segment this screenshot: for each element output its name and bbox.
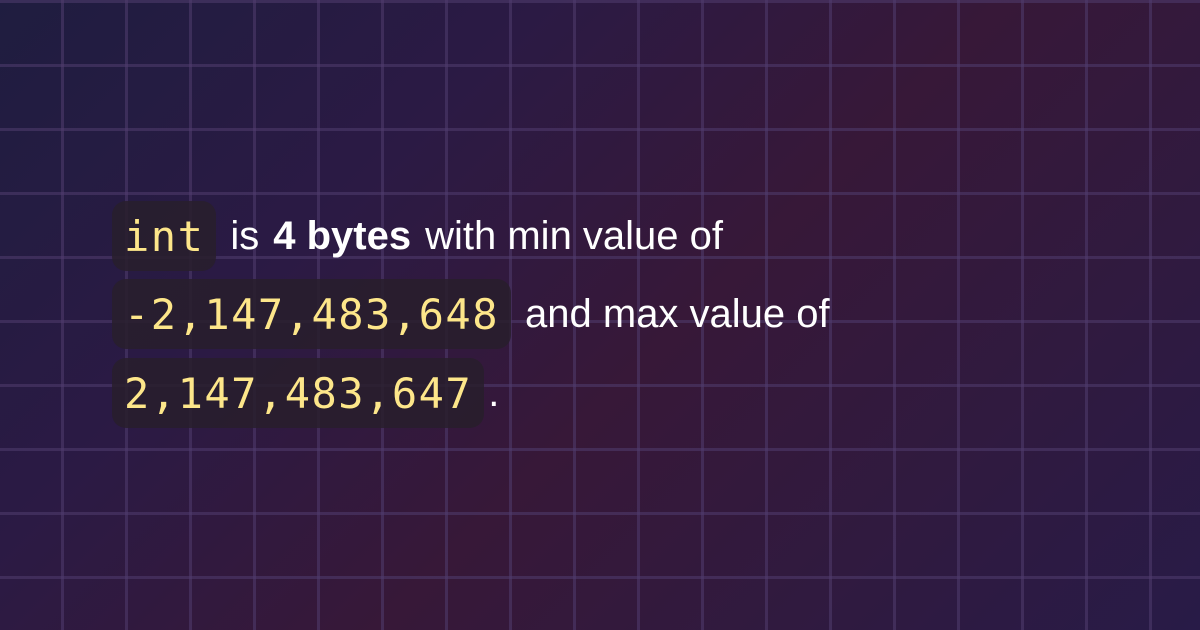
code-max-value: 2,147,483,647 xyxy=(112,358,485,428)
text-period: . xyxy=(488,370,500,415)
text-max-value-of: and max value of xyxy=(525,291,830,336)
text-4-bytes: 4 bytes xyxy=(273,213,412,258)
text-is: is xyxy=(230,213,260,258)
sentence-line-3: 2,147,483,647 . xyxy=(112,357,499,429)
code-int: int xyxy=(112,201,217,271)
sentence-line-2: -2,147,483,648 and max value of xyxy=(112,278,830,350)
sentence-line-1: int is 4 bytes with min value of xyxy=(112,200,723,272)
text-min-value-of: with min value of xyxy=(425,213,724,258)
code-min-value: -2,147,483,648 xyxy=(112,279,512,349)
